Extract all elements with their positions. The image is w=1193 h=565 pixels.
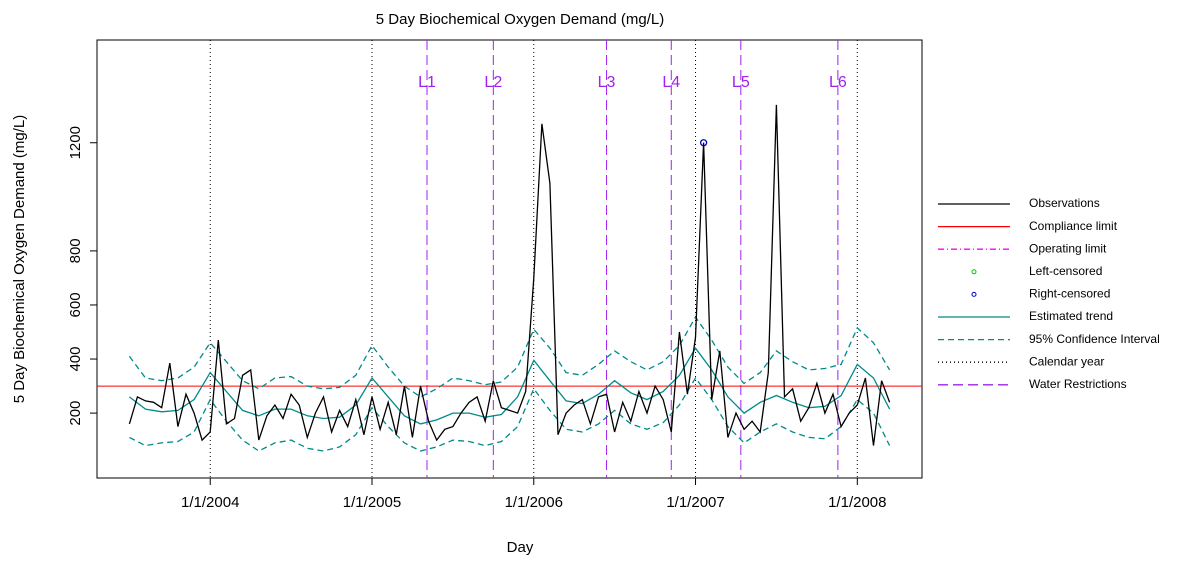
legend-label: Right-censored <box>1029 287 1110 301</box>
ci-upper <box>128 315 891 398</box>
water-restriction-label: L6 <box>829 74 847 91</box>
legend-label: Operating limit <box>1029 241 1107 255</box>
y-tick-label: 800 <box>67 238 84 263</box>
y-axis-label: 5 Day Biochemical Oxygen Demand (mg/L) <box>11 115 28 403</box>
x-axis-label: Day <box>507 539 534 556</box>
x-tick-label: 1/1/2008 <box>828 494 886 511</box>
ci-lower <box>129 376 891 452</box>
water-restriction-label: L5 <box>732 74 750 91</box>
y-tick-label: 600 <box>67 292 84 317</box>
legend-label: Estimated trend <box>1029 309 1113 323</box>
x-tick-label: 1/1/2005 <box>343 494 401 511</box>
legend-symbol <box>971 269 977 275</box>
observation-line <box>128 104 891 446</box>
right-censored-point <box>699 139 708 147</box>
y-tick-label: 400 <box>67 347 84 372</box>
legend-label: Water Restrictions <box>1029 377 1127 391</box>
legend-symbol <box>971 291 977 297</box>
x-tick-label: 1/1/2007 <box>666 494 724 511</box>
y-tick-label: 200 <box>67 401 84 426</box>
water-restriction-label: L3 <box>598 74 616 91</box>
chart-title: 5 Day Biochemical Oxygen Demand (mg/L) <box>376 11 664 28</box>
legend-label: Observations <box>1029 196 1100 210</box>
legend-label: Left-censored <box>1029 264 1102 278</box>
legend-label: Calendar year <box>1029 354 1104 368</box>
y-tick-label: 1200 <box>67 126 84 159</box>
water-restriction-label: L2 <box>484 74 502 91</box>
legend-label: Compliance limit <box>1029 219 1118 233</box>
water-restriction-label: L4 <box>662 74 680 91</box>
water-restriction-label: L1 <box>418 74 436 91</box>
x-tick-label: 1/1/2004 <box>181 494 239 511</box>
x-tick-label: 1/1/2006 <box>505 494 563 511</box>
legend-label: 95% Confidence Interval <box>1029 332 1160 346</box>
plot-frame <box>96 39 923 479</box>
